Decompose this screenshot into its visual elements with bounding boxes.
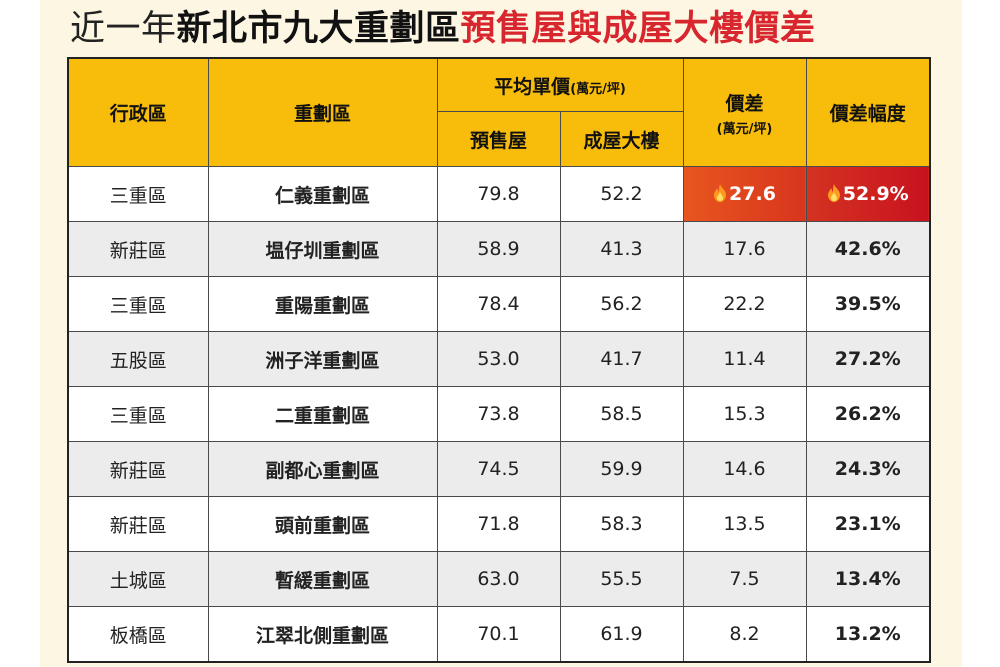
cell-district: 板橋區 [67, 606, 209, 663]
page-title: 近一年新北市九大重劃區預售屋與成屋大樓價差 [70, 6, 816, 52]
cell-price-diff: 13.5 [682, 496, 807, 552]
cell-diff-pct: 24.3% [805, 441, 931, 497]
table-row: 三重區 二重重劃區 73.8 58.5 15.3 26.2% [67, 386, 931, 442]
cell-price-diff: 14.6 [682, 441, 807, 497]
cell-district: 新莊區 [67, 496, 209, 552]
cell-diff-pct: 13.2% [805, 606, 931, 663]
cell-presale-price: 63.0 [436, 551, 561, 607]
table-row: 三重區 重陽重劃區 78.4 56.2 22.2 39.5% [67, 276, 931, 332]
cell-diff-pct-value: 52.9% [842, 183, 909, 205]
cell-presale-price: 78.4 [436, 276, 561, 332]
cell-district: 土城區 [67, 551, 209, 607]
title-part-3: 預售屋與成屋大樓價差 [460, 9, 816, 49]
table-row: 新莊區 副都心重劃區 74.5 59.9 14.6 24.3% [67, 441, 931, 497]
table-row: 新莊區 頭前重劃區 71.8 58.3 13.5 23.1% [67, 496, 931, 552]
cell-existing-price: 58.3 [559, 496, 684, 552]
cell-zone: 洲子洋重劃區 [207, 331, 438, 387]
cell-presale-price: 74.5 [436, 441, 561, 497]
cell-zone: 暫緩重劃區 [207, 551, 438, 607]
header-zone: 重劃區 [207, 57, 438, 167]
cell-zone: 二重重劃區 [207, 386, 438, 442]
table-row: 三重區 仁義重劃區 79.8 52.2 27.6 52.9% [67, 166, 931, 222]
cell-zone: 重陽重劃區 [207, 276, 438, 332]
cell-price-diff: 11.4 [682, 331, 807, 387]
cell-existing-price: 41.7 [559, 331, 684, 387]
cell-presale-price: 53.0 [436, 331, 561, 387]
cell-existing-price: 55.5 [559, 551, 684, 607]
header-existing: 成屋大樓 [559, 111, 684, 167]
header-district: 行政區 [67, 57, 209, 167]
cell-district: 新莊區 [67, 441, 209, 497]
cell-existing-price: 52.2 [559, 166, 684, 222]
cell-presale-price: 73.8 [436, 386, 561, 442]
cell-price-diff: 22.2 [682, 276, 807, 332]
cell-zone: 江翠北側重劃區 [207, 606, 438, 663]
price-gap-table: 行政區 重劃區 平均單價(萬元/坪) 價差 (萬元/坪) 價差幅度 預售屋 成屋大… [67, 57, 931, 663]
table-row: 土城區 暫緩重劃區 63.0 55.5 7.5 13.4% [67, 551, 931, 607]
cell-zone: 頭前重劃區 [207, 496, 438, 552]
cell-zone: 副都心重劃區 [207, 441, 438, 497]
fire-icon [827, 184, 840, 202]
cell-existing-price: 56.2 [559, 276, 684, 332]
header-presale: 預售屋 [436, 111, 561, 167]
cell-district: 三重區 [67, 386, 209, 442]
title-part-1: 近一年 [70, 9, 177, 49]
table-row: 五股區 洲子洋重劃區 53.0 41.7 11.4 27.2% [67, 331, 931, 387]
cell-district: 三重區 [67, 166, 209, 222]
header-row-2: 預售屋 成屋大樓 [68, 111, 930, 167]
cell-price-diff: 27.6 [682, 166, 807, 222]
cell-price-diff: 15.3 [682, 386, 807, 442]
table-body: 三重區 仁義重劃區 79.8 52.2 27.6 52.9% 新莊區 塭仔圳重劃區 58.9 41… [67, 166, 931, 663]
cell-price-diff-value: 27.6 [729, 183, 776, 205]
cell-district: 五股區 [67, 331, 209, 387]
cell-diff-pct: 39.5% [805, 276, 931, 332]
cell-price-diff: 7.5 [682, 551, 807, 607]
cell-presale-price: 70.1 [436, 606, 561, 663]
cell-diff-pct: 13.4% [805, 551, 931, 607]
cell-diff-pct: 23.1% [805, 496, 931, 552]
cell-diff-pct: 26.2% [805, 386, 931, 442]
cell-presale-price: 79.8 [436, 166, 561, 222]
cell-price-diff: 17.6 [682, 221, 807, 277]
table-row: 板橋區 江翠北側重劃區 70.1 61.9 8.2 13.2% [67, 606, 931, 663]
header-diff-label: 價差 [725, 92, 764, 115]
header-avg-price-unit: (萬元/坪) [570, 81, 626, 97]
header-avg-price-label: 平均單價 [494, 75, 571, 98]
cell-existing-price: 58.5 [559, 386, 684, 442]
cell-district: 新莊區 [67, 221, 209, 277]
cell-presale-price: 71.8 [436, 496, 561, 552]
header-row-1: 行政區 重劃區 平均單價(萬元/坪) 價差 (萬元/坪) 價差幅度 [67, 57, 931, 167]
cell-existing-price: 61.9 [559, 606, 684, 663]
title-part-2: 新北市九大重劃區 [176, 9, 461, 49]
header-avg-price: 平均單價(萬元/坪) [436, 57, 684, 112]
cell-diff-pct: 42.6% [805, 221, 931, 277]
cell-zone: 仁義重劃區 [207, 166, 438, 222]
cell-district: 三重區 [67, 276, 209, 332]
cell-existing-price: 41.3 [559, 221, 684, 277]
fire-icon [714, 184, 727, 202]
header-diff-unit: (萬元/坪) [716, 121, 773, 137]
cell-price-diff: 8.2 [682, 606, 807, 663]
cell-diff-pct: 27.2% [805, 331, 931, 387]
cell-diff-pct: 52.9% [805, 166, 931, 222]
table-row: 新莊區 塭仔圳重劃區 58.9 41.3 17.6 42.6% [67, 221, 931, 277]
header-diff-pct: 價差幅度 [805, 57, 931, 167]
cell-presale-price: 58.9 [436, 221, 561, 277]
header-diff: 價差 (萬元/坪) [682, 57, 807, 167]
cell-zone: 塭仔圳重劃區 [207, 221, 438, 277]
cell-existing-price: 59.9 [559, 441, 684, 497]
